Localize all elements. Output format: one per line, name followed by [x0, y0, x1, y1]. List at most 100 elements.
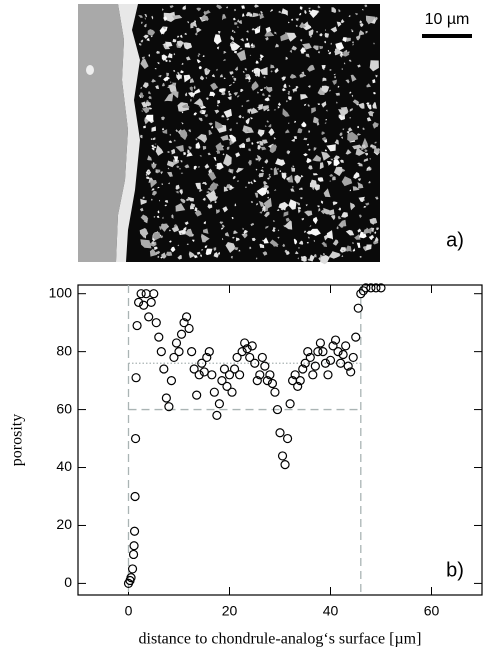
data-point: [237, 347, 247, 357]
grain: [160, 256, 163, 259]
data-point: [129, 526, 140, 536]
grain: [357, 182, 364, 189]
grain: [287, 92, 290, 95]
grain: [179, 189, 183, 195]
grain: [205, 248, 213, 256]
grain: [267, 177, 270, 180]
grain: [373, 220, 378, 224]
grain: [163, 16, 168, 22]
grain: [189, 86, 193, 92]
grain: [353, 172, 360, 179]
grain: [298, 13, 302, 16]
grain: [303, 137, 308, 141]
grain: [267, 196, 269, 199]
grain: [323, 188, 331, 198]
grain: [326, 160, 332, 166]
grain: [356, 242, 361, 248]
grain: [345, 149, 352, 155]
grain: [257, 145, 261, 150]
grain: [292, 87, 297, 92]
grain: [232, 17, 236, 21]
grain: [167, 171, 173, 177]
grain: [164, 92, 174, 102]
grain: [235, 152, 241, 158]
grain: [258, 104, 263, 111]
grain: [275, 244, 279, 247]
grain: [334, 48, 344, 56]
grain: [358, 30, 365, 37]
grain: [279, 170, 282, 172]
grain: [203, 9, 211, 14]
grain: [306, 241, 309, 244]
grain: [262, 239, 265, 242]
grain: [215, 150, 220, 154]
grain: [288, 122, 290, 124]
grain: [152, 190, 157, 196]
grain: [256, 141, 260, 144]
data-point: [341, 341, 351, 351]
plot-frame: [77, 284, 483, 596]
grain: [197, 54, 200, 58]
grain: [352, 43, 354, 46]
x-tick-label: 20: [222, 603, 238, 619]
grain: [141, 110, 144, 112]
data-point: [154, 332, 164, 342]
grain: [282, 108, 290, 117]
grain: [274, 31, 277, 35]
grain: [338, 109, 349, 117]
grain: [309, 254, 315, 262]
grain: [369, 60, 379, 72]
grain: [338, 9, 341, 13]
grain: [156, 215, 160, 218]
grain: [301, 71, 305, 76]
grain: [175, 145, 184, 152]
grain: [256, 154, 262, 162]
grain: [242, 233, 245, 236]
grain: [348, 59, 352, 62]
grain: [199, 155, 202, 157]
grain: [272, 227, 276, 230]
grain: [169, 133, 172, 136]
grain: [187, 21, 190, 24]
grain: [226, 146, 230, 150]
grain: [331, 7, 337, 13]
data-point: [219, 364, 230, 374]
grain: [207, 152, 211, 156]
grain: [227, 96, 232, 100]
grain: [151, 147, 155, 151]
grain: [312, 173, 318, 176]
grain: [307, 258, 310, 261]
grain: [146, 38, 150, 42]
grain: [165, 78, 169, 81]
grain: [293, 238, 298, 245]
grain: [248, 159, 252, 166]
grain: [186, 105, 190, 109]
data-point: [315, 338, 325, 348]
grain: [173, 159, 179, 166]
grain: [280, 208, 283, 211]
grain: [319, 45, 323, 50]
grain: [249, 246, 252, 250]
grain: [230, 255, 233, 259]
y-tick-label: 0: [64, 574, 72, 590]
data-point: [207, 370, 217, 380]
y-tick-label: 100: [49, 284, 73, 300]
grain: [275, 43, 279, 48]
grain: [202, 146, 207, 150]
grain: [260, 146, 267, 151]
grain: [242, 13, 245, 17]
grain: [332, 201, 338, 206]
data-point: [270, 387, 280, 397]
grain: [228, 93, 232, 96]
grain: [308, 29, 314, 37]
data-point: [136, 289, 146, 299]
grain: [194, 206, 198, 212]
grain: [341, 68, 343, 70]
grain: [146, 176, 151, 180]
grain: [302, 43, 312, 50]
grain: [228, 91, 230, 93]
grain: [277, 102, 281, 106]
grain: [277, 106, 280, 109]
data-point: [245, 352, 255, 363]
grain: [323, 138, 328, 143]
